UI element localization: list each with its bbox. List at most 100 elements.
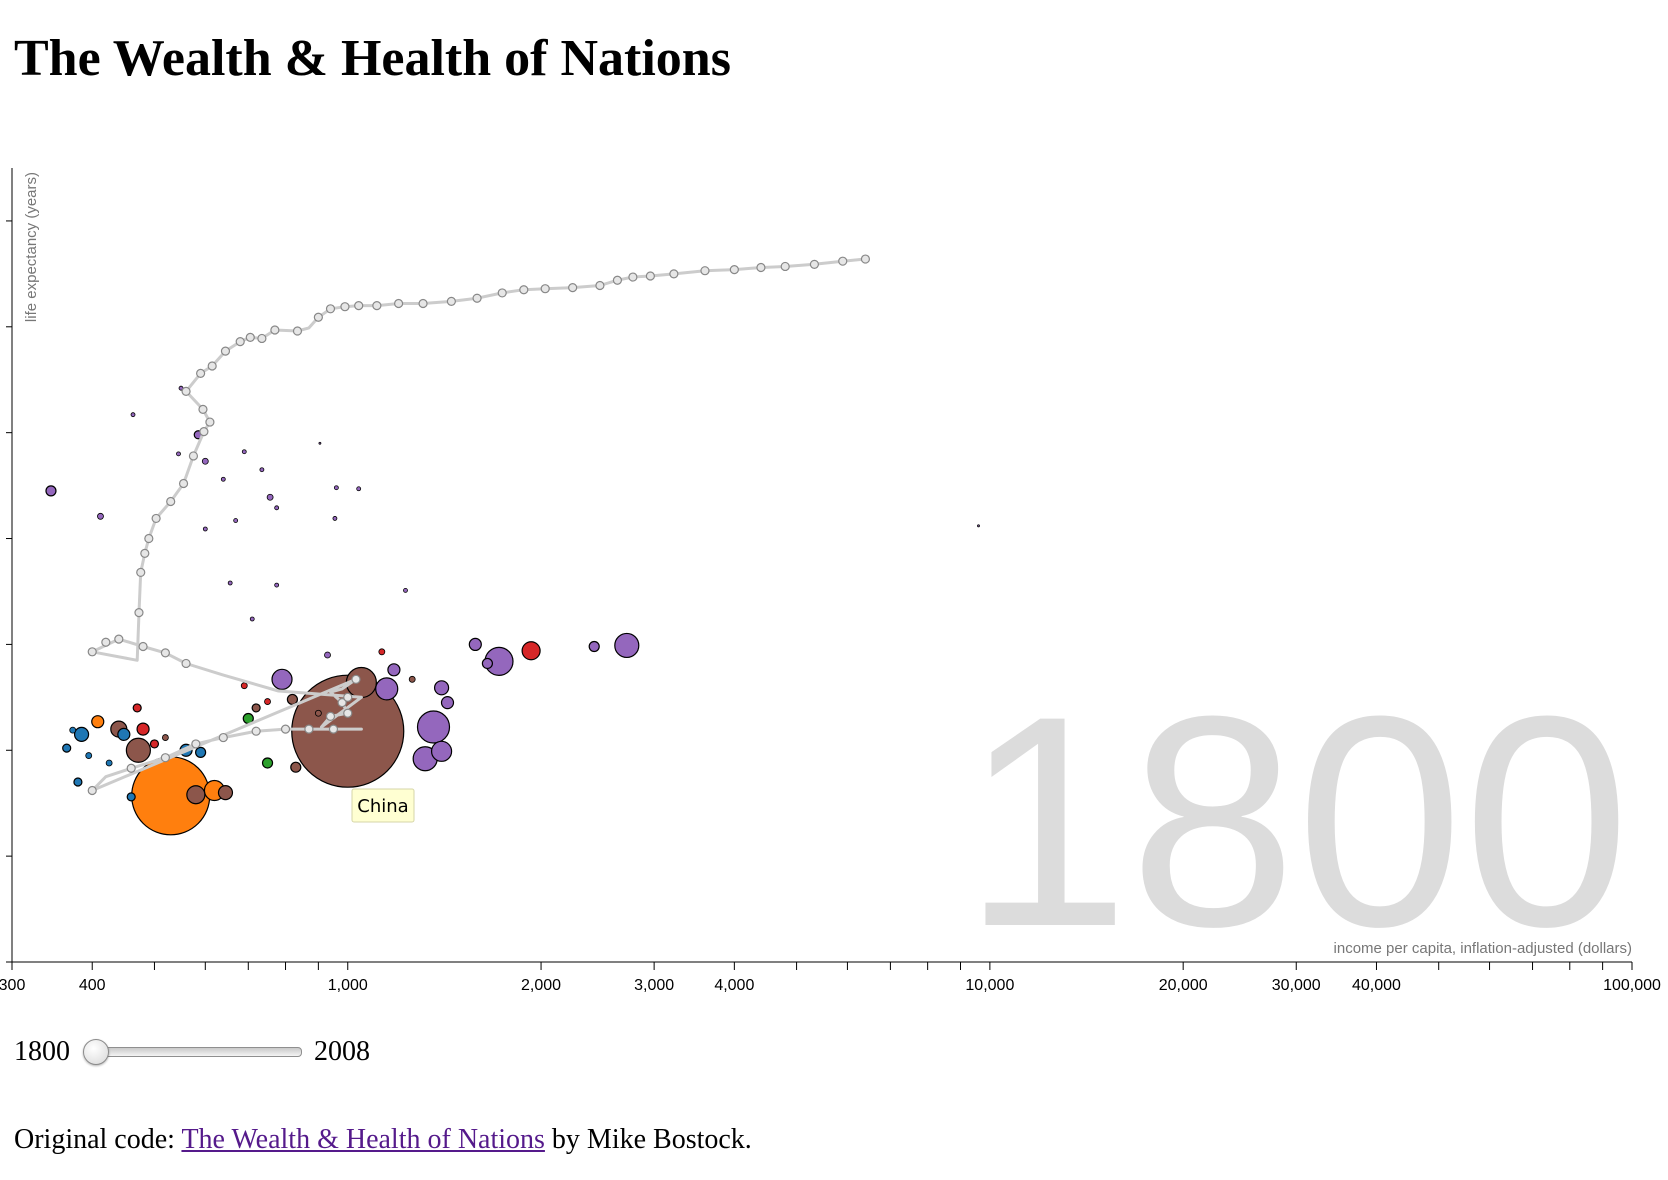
country-dot: [195, 746, 207, 758]
trail-marker: [568, 283, 578, 293]
trail-marker: [780, 261, 790, 272]
x-tick-label: 1,000: [328, 977, 368, 994]
country-dot: [62, 743, 72, 753]
page-title: The Wealth & Health of Nations: [14, 30, 731, 87]
country-dot: [266, 493, 274, 501]
trail-marker: [178, 478, 189, 489]
trail-marker: [343, 692, 353, 702]
x-tick-label: 4,000: [714, 977, 754, 994]
footer-credit: Original code: The Wealth & Health of Na…: [14, 1124, 752, 1156]
country-dot: [408, 675, 416, 683]
country-dot: [201, 457, 209, 465]
x-axis: 300 400 1,000 2,000 3,000 4,000 10,000 20,000 30…: [0, 961, 1661, 994]
trail-marker: [446, 296, 456, 306]
country-dot: [375, 677, 399, 701]
slider-thumb[interactable]: [83, 1039, 109, 1065]
country-dot: [440, 696, 455, 710]
trail-marker: [343, 708, 353, 718]
year-slider[interactable]: [83, 1039, 302, 1065]
country-dot: [290, 761, 302, 773]
original-code-link[interactable]: The Wealth & Health of Nations: [181, 1124, 545, 1155]
trail-marker: [372, 301, 382, 311]
bubble-chart: 1800 300 400 1,000 2,000 3,000 4,000 10,000 20,…: [0, 168, 1661, 994]
country-dot: [614, 632, 640, 659]
country-dot: [132, 703, 142, 713]
trail-marker: [628, 272, 638, 282]
country-dot: [220, 476, 226, 482]
trail-marker: [540, 284, 550, 294]
slider-min-label: 1800: [14, 1036, 70, 1067]
country-dot: [73, 777, 83, 787]
trail-marker: [138, 641, 148, 652]
country-dot: [314, 709, 322, 717]
x-tick-label: 20,000: [1159, 977, 1208, 994]
trail-marker: [205, 417, 215, 427]
country-dot: [261, 757, 274, 769]
trail-marker: [328, 724, 339, 734]
country-dot: [73, 726, 90, 742]
country-dot: [249, 616, 255, 622]
country-dot: [69, 726, 77, 734]
trail-marker: [87, 785, 97, 796]
year-slider-row: 1800 2008: [14, 1035, 370, 1069]
trail-marker: [280, 724, 291, 734]
trail-marker: [393, 298, 404, 309]
country-dot: [403, 588, 408, 593]
trail-marker: [595, 280, 605, 291]
country-dot: [468, 637, 482, 652]
x-tick-label: 30,000: [1272, 977, 1321, 994]
trail-marker: [160, 648, 170, 658]
x-tick-label: 3,000: [634, 977, 674, 994]
country-dot: [481, 657, 494, 670]
trail-marker: [181, 658, 191, 669]
year-label: 1800: [963, 653, 1630, 989]
country-dot: [433, 680, 450, 696]
country-dot: [274, 505, 280, 511]
country-dot: [149, 739, 160, 749]
trail-marker: [198, 404, 208, 414]
trail-marker: [160, 753, 170, 763]
footer-suffix: by Mike Bostock.: [544, 1124, 752, 1155]
tooltip-label: China: [357, 796, 408, 817]
country-dot: [286, 693, 299, 706]
country-dot: [45, 485, 57, 497]
country-dot: [176, 451, 181, 457]
country-dot: [521, 641, 541, 661]
country-dot: [387, 663, 401, 677]
trail-line: [90, 257, 867, 792]
trail-marker: [838, 256, 848, 266]
trail-marker: [645, 271, 655, 281]
country-dot: [332, 516, 338, 521]
country-dot: [241, 449, 247, 455]
trail-marker: [337, 698, 347, 708]
trail-marker: [270, 325, 280, 335]
trail-marker: [860, 254, 871, 264]
trail-marker: [313, 312, 323, 322]
x-tick-label: 300: [0, 977, 25, 994]
country-dot: [202, 526, 208, 532]
trail-marker: [101, 637, 111, 647]
trail-marker: [340, 302, 350, 312]
china-trail: [87, 254, 871, 796]
trail-marker: [188, 451, 199, 461]
country-dot: [105, 759, 113, 767]
country-dot: [186, 785, 206, 805]
x-tick-label: 2,000: [521, 977, 561, 994]
country-dot: [227, 580, 233, 586]
trail-marker: [472, 293, 482, 303]
country-dot: [97, 512, 104, 520]
x-tick-label: 10,000: [965, 977, 1014, 994]
trail-marker: [126, 763, 136, 773]
country-dot: [240, 682, 248, 690]
trail-marker: [756, 262, 766, 273]
country-dot: [233, 518, 239, 523]
footer-prefix: Original code:: [14, 1124, 182, 1155]
trail-marker: [114, 634, 124, 644]
country-dot: [264, 698, 271, 705]
country-dot: [274, 582, 280, 588]
x-tick-label: 400: [79, 977, 106, 994]
y-axis: [6, 168, 13, 963]
trail-marker: [418, 298, 428, 309]
trail-marker: [325, 711, 336, 721]
trail-marker: [218, 732, 228, 743]
